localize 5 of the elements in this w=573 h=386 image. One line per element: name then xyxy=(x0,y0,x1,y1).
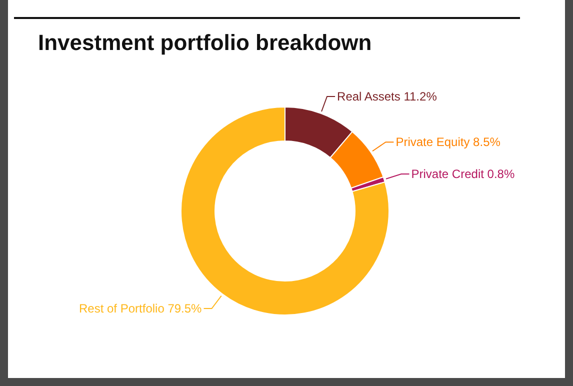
slice-label: Private Credit 0.8% xyxy=(411,167,515,182)
slice-label: Private Equity 8.5% xyxy=(396,135,501,150)
slice-label: Real Assets 11.2% xyxy=(337,89,438,104)
chart-title: Investment portfolio breakdown xyxy=(38,30,372,56)
slice-label: Rest of Portfolio 79.5% xyxy=(79,302,202,316)
